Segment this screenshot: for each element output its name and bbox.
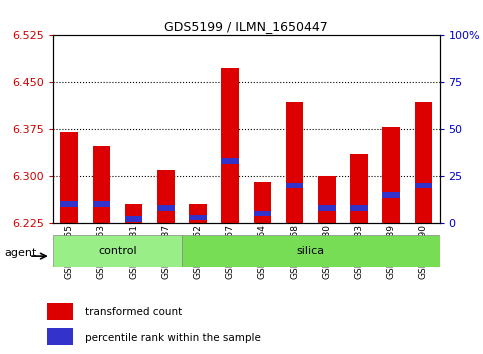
Bar [318,205,336,211]
Bar [254,211,271,216]
Bar [157,170,175,223]
Text: silica: silica [297,246,325,256]
Bar [350,205,368,211]
Bar [125,216,142,222]
Text: agent: agent [5,248,37,258]
Bar [60,132,78,223]
Bar [318,176,336,223]
Text: transformed count: transformed count [85,307,183,317]
Bar [221,68,239,223]
Bar [157,205,175,211]
Bar [47,303,72,320]
Bar [125,204,142,223]
Bar [414,102,432,223]
Bar [53,235,182,267]
Bar [47,328,72,345]
Bar [383,192,400,198]
Bar [221,158,239,164]
Bar [383,127,400,223]
Bar [414,183,432,188]
Bar [182,235,440,267]
Bar [93,146,110,223]
Text: percentile rank within the sample: percentile rank within the sample [85,333,261,343]
Bar [286,102,303,223]
Text: control: control [98,246,137,256]
Title: GDS5199 / ILMN_1650447: GDS5199 / ILMN_1650447 [164,20,328,33]
Bar [60,201,78,207]
Bar [286,183,303,188]
Bar [189,204,207,223]
Bar [350,154,368,223]
Bar [254,182,271,223]
Bar [93,201,110,207]
Bar [189,215,207,220]
